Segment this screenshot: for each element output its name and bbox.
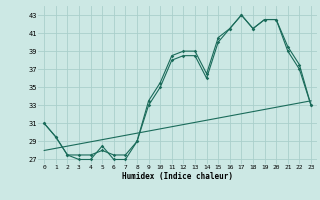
X-axis label: Humidex (Indice chaleur): Humidex (Indice chaleur) (122, 172, 233, 181)
